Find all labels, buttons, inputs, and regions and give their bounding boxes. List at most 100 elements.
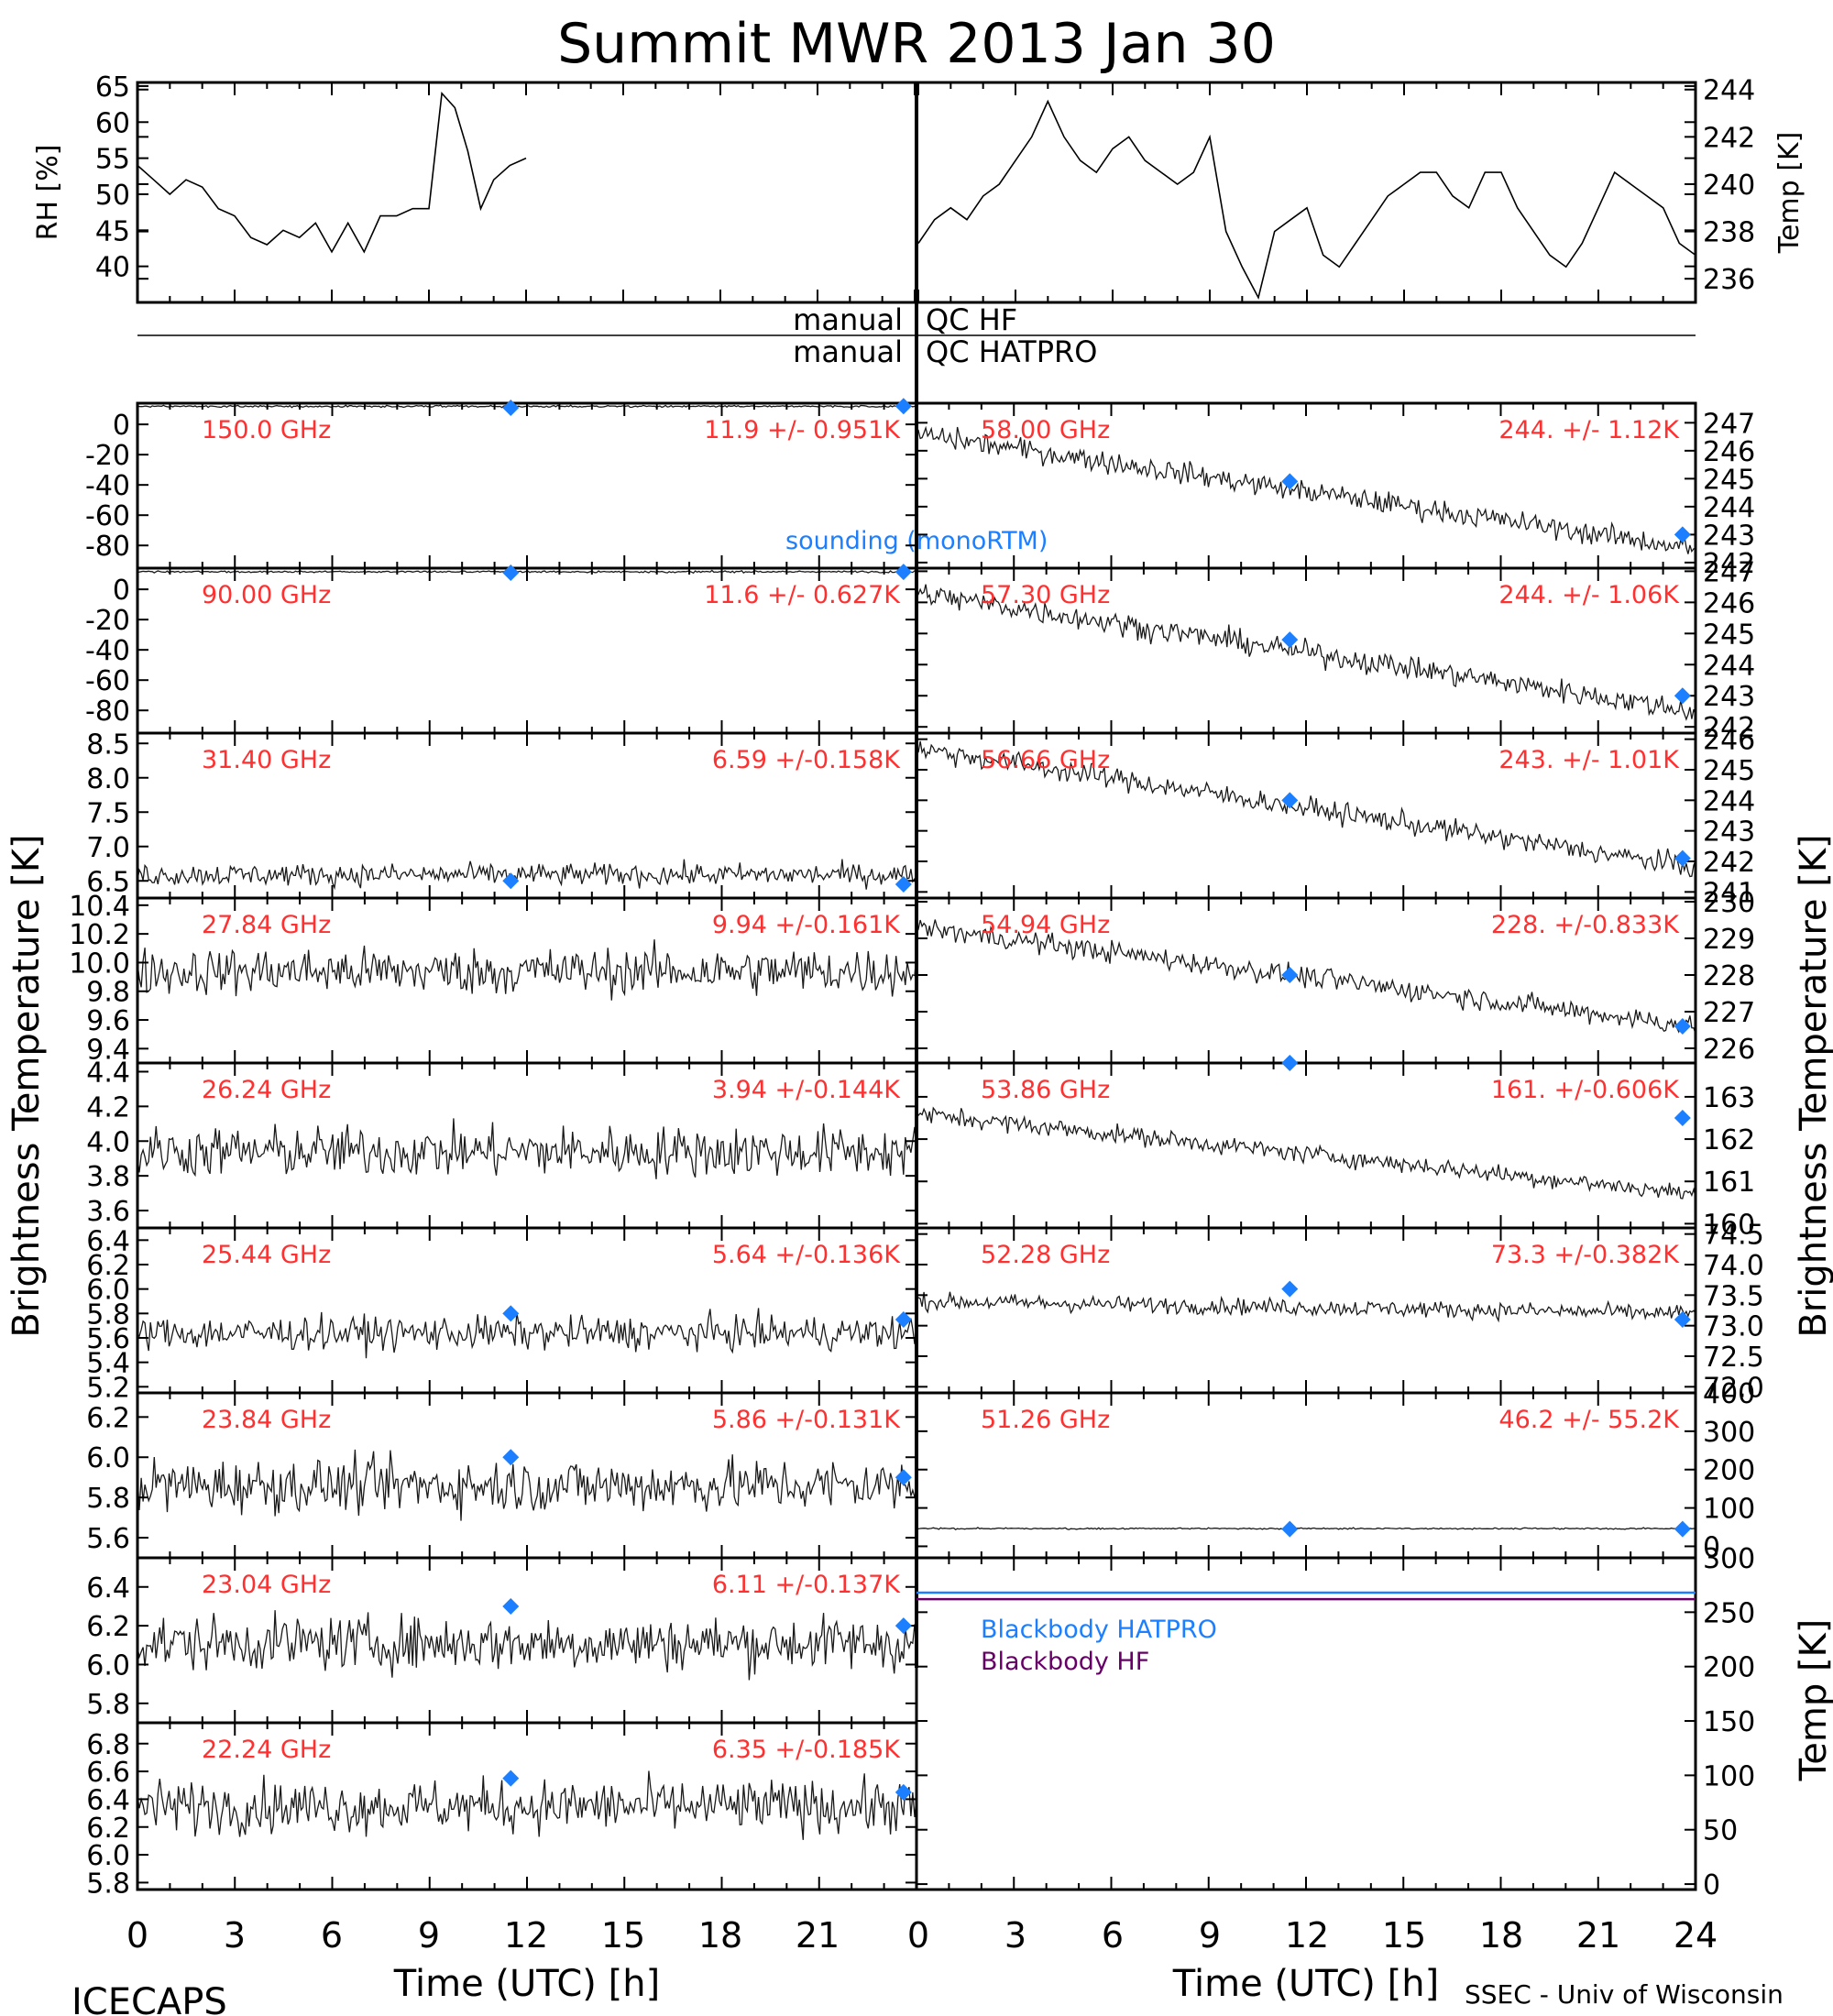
y-tick-label: -60 <box>85 665 130 697</box>
x-tick-label: 0 <box>126 1915 148 1956</box>
sounding-marker <box>1674 1018 1691 1035</box>
x-tick-label: 6 <box>1102 1915 1124 1956</box>
x-axis-title-right: Time (UTC) [h] <box>1172 1963 1439 2005</box>
x-tick-label: 24 <box>1674 1915 1718 1956</box>
data-series <box>137 1770 917 1840</box>
sounding-marker <box>1674 1311 1691 1328</box>
x-tick-label: 18 <box>1479 1915 1523 1956</box>
frequency-label: 23.84 GHz <box>202 1406 331 1434</box>
mean-std-label: 244. +/- 1.12K <box>1498 416 1680 444</box>
data-series <box>916 1106 1696 1200</box>
rh-series-line <box>137 91 527 254</box>
sounding-marker <box>502 872 520 890</box>
y-tick-label: 8.0 <box>86 763 130 795</box>
y-tick-label: 40 <box>95 252 130 284</box>
data-series <box>137 1118 917 1179</box>
y-tick-label: 74.5 <box>1703 1220 1764 1252</box>
legend-bb-hf: Blackbody HF <box>981 1648 1149 1676</box>
y-tick-label: 245 <box>1703 619 1755 651</box>
sounding-marker <box>895 1783 912 1801</box>
y-tick-label: 227 <box>1703 997 1755 1029</box>
frequency-label: 150.0 GHz <box>202 416 331 444</box>
plot-area: 4045505560652362382402422440-20-40-60-80… <box>69 71 1764 1956</box>
y-tick-label: 250 <box>1703 1597 1755 1629</box>
x-tick-label: 18 <box>698 1915 742 1956</box>
x-tick-label: 6 <box>321 1915 343 1956</box>
y-tick-label: 0 <box>1703 1531 1720 1563</box>
panel-f2304: 5.8 6.0 6.2 6.4 23.04 GHz 6.11 +/-0.137K <box>86 1556 918 1725</box>
y-tick-label: 244 <box>1703 75 1755 107</box>
y-tick-label: 45 <box>95 215 130 247</box>
y-tick-label: 72.0 <box>1703 1372 1764 1404</box>
mean-std-label: 161. +/-0.606K <box>1491 1076 1680 1104</box>
y-tick-label: 160 <box>1703 1209 1755 1241</box>
y-tick-label: 0 <box>113 410 130 442</box>
sounding-marker <box>1281 1520 1299 1538</box>
sounding-marker <box>895 876 912 893</box>
y-tick-label: 162 <box>1703 1124 1755 1156</box>
footer-right-label: SSEC - Univ of Wisconsin <box>1465 1979 1784 2010</box>
y-tick-label: 400 <box>1703 1378 1755 1410</box>
frequency-label: 52.28 GHz <box>981 1241 1110 1269</box>
mean-std-label: 6.35 +/-0.185K <box>712 1736 901 1764</box>
y-tick-label: -60 <box>85 500 130 532</box>
y-tick-label: 4.2 <box>86 1091 130 1123</box>
sounding-marker <box>1281 631 1299 649</box>
frequency-label: 56.66 GHz <box>981 746 1110 774</box>
panel-f3140: 6.57.07.58.08.5 31.40 GHz 6.59 +/-0.158K <box>86 729 918 900</box>
y-tick-label: 73.5 <box>1703 1280 1764 1312</box>
y-tick-label: 226 <box>1703 1034 1755 1066</box>
y-tick-label: 6.0 <box>86 1442 130 1474</box>
y-tick-label: 65 <box>95 71 130 104</box>
x-tick-label: 12 <box>504 1915 548 1956</box>
y-tick-label: 50 <box>1703 1815 1738 1847</box>
figure-title: Summit MWR 2013 Jan 30 <box>557 12 1276 76</box>
sounding-marker <box>1674 1110 1691 1126</box>
y-tick-label: 5.6 <box>86 1323 130 1355</box>
y-tick-label: 55 <box>95 144 130 176</box>
mean-std-label: 46.2 +/- 55.2K <box>1498 1406 1680 1434</box>
panel-f2624: 3.63.84.04.24.4 26.24 GHz 3.94 +/-0.144K <box>86 1057 918 1230</box>
y-tick-label: 6.2 <box>86 1402 130 1434</box>
data-series <box>916 919 1696 1035</box>
frequency-label: 27.84 GHz <box>202 911 331 939</box>
y-tick-label: 228 <box>1703 960 1755 992</box>
y-tick-label: 247 <box>1703 556 1755 588</box>
y-tick-label: 236 <box>1703 264 1755 296</box>
sounding-marker <box>1281 473 1299 490</box>
data-series <box>916 584 1696 721</box>
y-tick-label: 161 <box>1703 1167 1755 1199</box>
y-tick-label: 6.0 <box>86 1840 130 1872</box>
panel-frame <box>915 1556 1697 1891</box>
y-tick-label: 240 <box>1703 170 1755 202</box>
y-tick-label: 10.0 <box>69 948 130 980</box>
y-tick-label: -80 <box>85 696 130 728</box>
frequency-label: 22.24 GHz <box>202 1736 331 1764</box>
sounding-marker <box>502 1305 520 1322</box>
y-tick-label: 74.0 <box>1703 1250 1764 1282</box>
y-tick-label: 72.5 <box>1703 1342 1764 1374</box>
y-tick-label: 246 <box>1703 725 1755 757</box>
frequency-label: 23.04 GHz <box>202 1571 331 1599</box>
panel-bb: 0 50 100 150 200 250 300 <box>915 1543 1755 1901</box>
y-tick-label: 50 <box>95 180 130 212</box>
data-series <box>916 1291 1696 1323</box>
sounding-marker <box>895 398 912 415</box>
y-tick-label: 230 <box>1703 887 1755 919</box>
y-tick-label: -40 <box>85 635 130 667</box>
left-axis-title: Brightness Temperature [K] <box>5 834 48 1337</box>
y-tick-label: 8.5 <box>86 729 130 761</box>
y-tick-label: 6.2 <box>86 1250 130 1282</box>
y-tick-label: 244 <box>1703 492 1755 524</box>
data-series <box>137 404 917 409</box>
y-tick-label: -20 <box>85 440 130 472</box>
data-series <box>137 1610 917 1681</box>
y-tick-label: 241 <box>1703 877 1755 909</box>
y-tick-label: 300 <box>1703 1417 1755 1449</box>
y-tick-label: 229 <box>1703 924 1755 956</box>
temp-series-line <box>917 99 1696 301</box>
y-tick-label: 6.4 <box>86 1572 130 1605</box>
data-series <box>137 1449 917 1521</box>
